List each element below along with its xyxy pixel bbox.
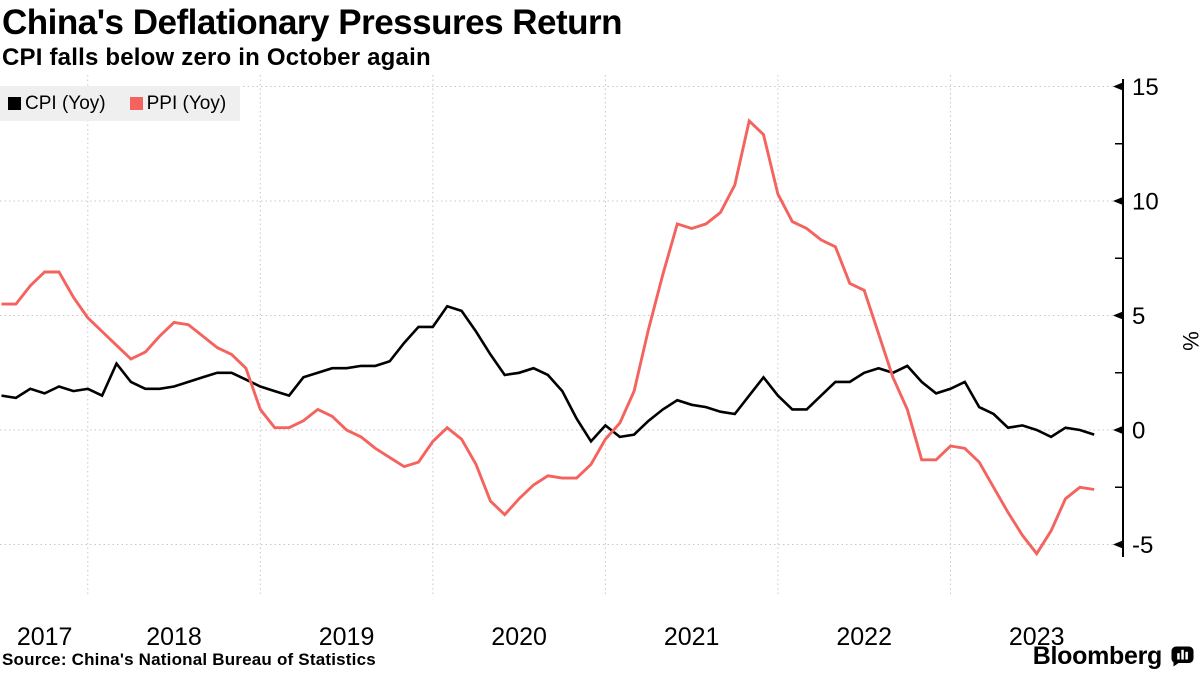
- y-axis-tick-label: 5: [1132, 303, 1145, 330]
- x-axis-year-label: 2018: [146, 623, 202, 651]
- y-axis-tick-label: 15: [1132, 74, 1159, 101]
- x-axis-year-label: 2023: [1009, 623, 1065, 651]
- x-axis-year-label: 2020: [491, 623, 547, 651]
- y-axis-tick-label: -5: [1132, 532, 1153, 559]
- x-axis-year-label: 2022: [836, 623, 892, 651]
- x-axis-year-label: 2019: [319, 623, 375, 651]
- ppi-series-swatch: [129, 97, 143, 110]
- bloomberg-terminal-icon: [1171, 646, 1194, 667]
- cpi-line: [1, 304, 1095, 444]
- chart-legend: CPI (Yoy) PPI (Yoy): [0, 86, 241, 121]
- y-axis-tick-label: 10: [1132, 189, 1159, 216]
- y-axis-unit-label: %: [1178, 331, 1200, 351]
- y-axis-major-tick: [1113, 425, 1124, 435]
- cpi-series-swatch: [8, 97, 21, 110]
- ppi-series-label: PPI (Yoy): [146, 92, 227, 114]
- page-title: China's Deflationary Pressures Return: [2, 3, 623, 42]
- y-axis-major-tick: [1113, 196, 1124, 206]
- page-subtitle: CPI falls below zero in October again: [2, 44, 431, 71]
- y-axis-major-tick: [1113, 311, 1124, 320]
- bloomberg-logo: Bloomberg: [1033, 642, 1194, 671]
- cpi-series-label: CPI (Yoy): [25, 92, 106, 114]
- x-axis-year-label: 2021: [664, 623, 720, 651]
- bloomberg-wordmark: Bloomberg: [1032, 642, 1163, 670]
- legend-item-cpi: CPI (Yoy): [8, 93, 106, 115]
- legend-item-ppi: PPI (Yoy): [129, 92, 227, 115]
- ppi-line: [1, 118, 1095, 557]
- x-axis-year-label: 2017: [17, 623, 73, 651]
- source-credit: Source: China's National Bureau of Stati…: [2, 650, 376, 669]
- y-axis-major-tick: [1113, 82, 1124, 91]
- y-axis-tick-label: 0: [1132, 418, 1145, 445]
- y-axis-major-tick: [1113, 540, 1124, 549]
